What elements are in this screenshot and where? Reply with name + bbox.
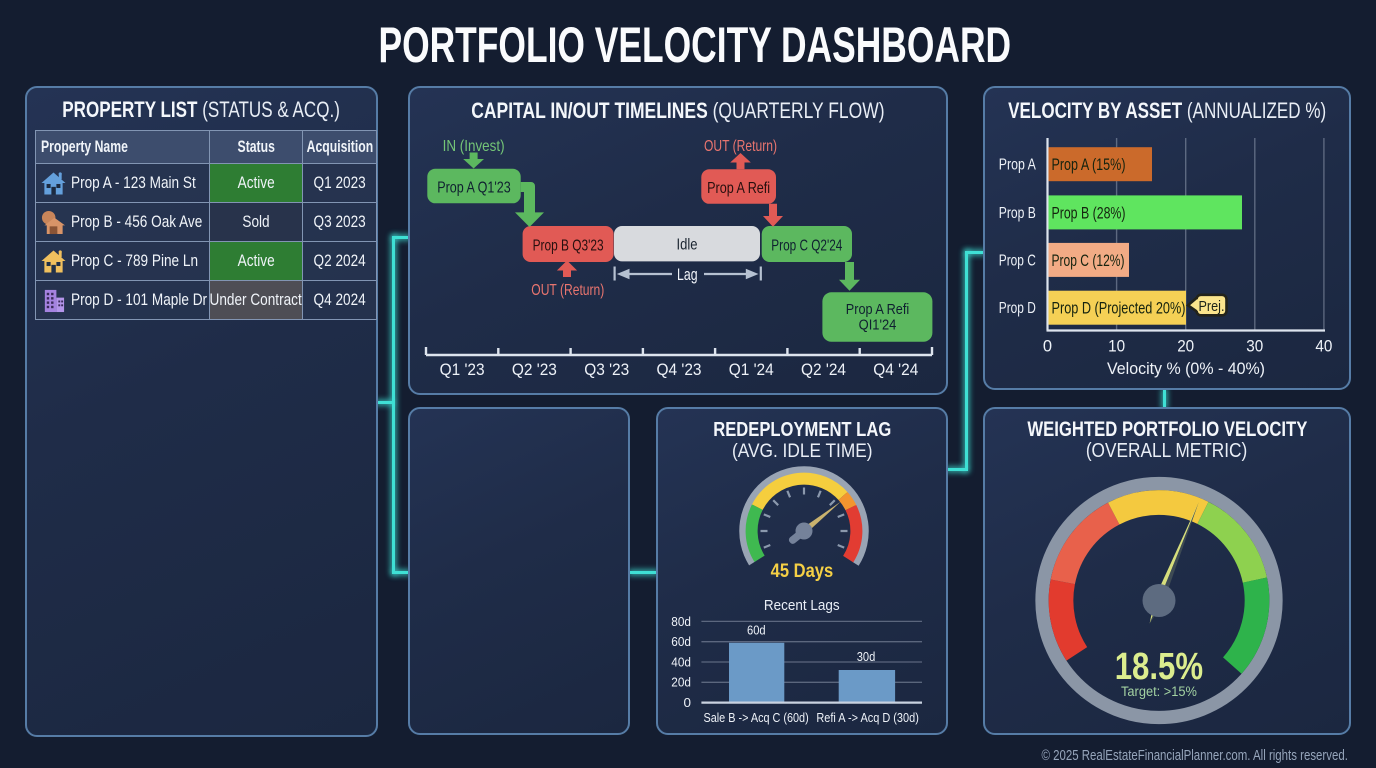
svg-text:Q1 '24: Q1 '24	[729, 361, 774, 379]
svg-text:Idle: Idle	[677, 236, 698, 253]
svg-text:Prop D: Prop D	[999, 300, 1036, 317]
svg-text:Prop C Q2'24: Prop C Q2'24	[771, 237, 842, 254]
svg-text:Lag: Lag	[677, 265, 698, 284]
svg-text:Q4 '24: Q4 '24	[873, 361, 918, 379]
svg-text:60d: 60d	[671, 634, 691, 649]
svg-text:Prop C (12%): Prop C (12%)	[1052, 251, 1125, 270]
svg-text:Prop A (15%): Prop A (15%)	[1052, 155, 1126, 174]
svg-text:Prop A: Prop A	[999, 157, 1036, 174]
svg-text:Prop B Q3'23: Prop B Q3'23	[533, 237, 604, 254]
svg-text:20: 20	[1177, 338, 1194, 356]
svg-text:Prop D (Projected 20%): Prop D (Projected 20%)	[1052, 299, 1186, 318]
svg-text:IN (Invest): IN (Invest)	[443, 138, 505, 155]
svg-text:20d: 20d	[671, 675, 691, 690]
svg-text:40: 40	[1315, 338, 1332, 356]
svg-text:Q1 '23: Q1 '23	[440, 361, 485, 379]
svg-text:Velocity % (0% - 40%): Velocity % (0% - 40%)	[1107, 359, 1265, 378]
svg-text:80d: 80d	[671, 614, 691, 629]
svg-text:Q2 '23: Q2 '23	[512, 361, 557, 379]
svg-text:Sale B -> Acq C (60d): Sale B -> Acq C (60d)	[704, 710, 809, 725]
svg-text:Refi A -> Acq D (30d): Refi A -> Acq D (30d)	[816, 710, 919, 725]
svg-text:30: 30	[1246, 338, 1263, 356]
svg-text:Prej.: Prej.	[1199, 299, 1225, 315]
svg-text:Prop C: Prop C	[999, 253, 1036, 270]
svg-text:Prop A Refi: Prop A Refi	[707, 180, 770, 197]
svg-text:OUT (Return): OUT (Return)	[531, 282, 604, 299]
svg-text:10: 10	[1108, 338, 1125, 356]
svg-text:Prop B (28%): Prop B (28%)	[1052, 203, 1126, 222]
svg-text:60d: 60d	[747, 623, 766, 638]
svg-text:0: 0	[1043, 338, 1052, 356]
svg-text:Prop A Q1'23: Prop A Q1'23	[437, 180, 511, 197]
svg-text:OUT (Return): OUT (Return)	[704, 138, 777, 155]
svg-text:Prop A Refi: Prop A Refi	[846, 301, 909, 318]
svg-text:40d: 40d	[671, 654, 691, 669]
svg-text:QI1'24: QI1'24	[859, 316, 897, 333]
svg-text:0: 0	[684, 695, 692, 710]
svg-text:Q3 '23: Q3 '23	[584, 361, 629, 379]
svg-text:Q2 '24: Q2 '24	[801, 361, 846, 379]
svg-text:30d: 30d	[857, 649, 876, 664]
svg-text:Prop B: Prop B	[999, 205, 1036, 222]
svg-text:Q4 '23: Q4 '23	[657, 361, 702, 379]
